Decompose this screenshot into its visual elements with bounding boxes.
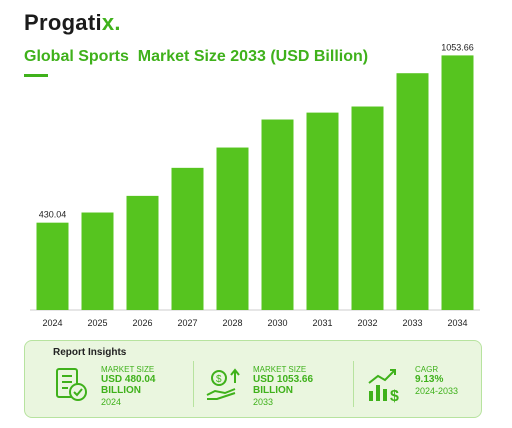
money-hand-growth-icon: $ <box>206 368 240 400</box>
brand-logo: Progatix. <box>24 10 121 36</box>
bar-2033 <box>396 73 429 310</box>
x-tick-label-2033: 2033 <box>402 318 422 328</box>
report-insights-panel: Report Insights MARKET SIZE USD 480.04 B… <box>24 340 482 418</box>
bar-2027 <box>171 167 204 310</box>
bar-2032 <box>351 106 384 310</box>
x-tick-label-2024: 2024 <box>42 318 62 328</box>
card-value: USD 1053.66 <box>253 374 314 385</box>
bar-2024 <box>36 222 69 310</box>
title-underline <box>24 74 48 77</box>
card-value: USD 480.04 <box>101 374 156 385</box>
card-label: MARKET SIZE <box>253 365 307 374</box>
x-tick-label-2025: 2025 <box>87 318 107 328</box>
card-year: 2024-2033 <box>415 386 459 396</box>
x-tick-label-2030: 2030 <box>267 318 287 328</box>
bar-chart: 2024 430.04 2025 2026 2027 2028 2030 2031 2032 20… <box>30 42 480 328</box>
svg-text:$: $ <box>390 388 399 405</box>
chart-dollar-growth-icon: $ <box>368 369 399 405</box>
insights-title: Report Insights <box>53 347 127 358</box>
bar-2030 <box>261 119 294 310</box>
x-tick-label-2028: 2028 <box>222 318 242 328</box>
x-tick-label-2027: 2027 <box>177 318 197 328</box>
card-value-unit: BILLION <box>101 385 141 396</box>
card-year: 2024 <box>101 397 122 407</box>
brand-name: Progati <box>24 10 102 35</box>
card-label: CAGR <box>415 365 439 374</box>
data-label-2024: 430.04 <box>39 210 67 220</box>
x-tick-label-2031: 2031 <box>312 318 332 328</box>
data-label-2034: 1053.66 <box>441 42 474 52</box>
bar-2031 <box>306 112 339 311</box>
bar-2026 <box>126 195 159 310</box>
x-tick-label-2026: 2026 <box>132 318 152 328</box>
card-divider <box>193 361 194 407</box>
brand-name-accent: x. <box>101 10 121 35</box>
card-label: MARKET SIZE <box>101 365 155 374</box>
x-tick-label-2034: 2034 <box>447 318 467 328</box>
card-value: 9.13% <box>415 374 444 385</box>
card-value-unit: BILLION <box>253 385 293 396</box>
bar-2034 <box>441 55 474 310</box>
bar-2025 <box>81 212 114 310</box>
svg-text:$: $ <box>216 374 222 385</box>
report-checklist-icon <box>56 368 87 401</box>
x-tick-label-2032: 2032 <box>357 318 377 328</box>
bar-2028 <box>216 147 249 310</box>
chart-title: Global Sports Market Size 2033 (USD Bill… <box>24 48 369 65</box>
card-year: 2033 <box>253 397 274 407</box>
card-divider <box>353 361 354 407</box>
